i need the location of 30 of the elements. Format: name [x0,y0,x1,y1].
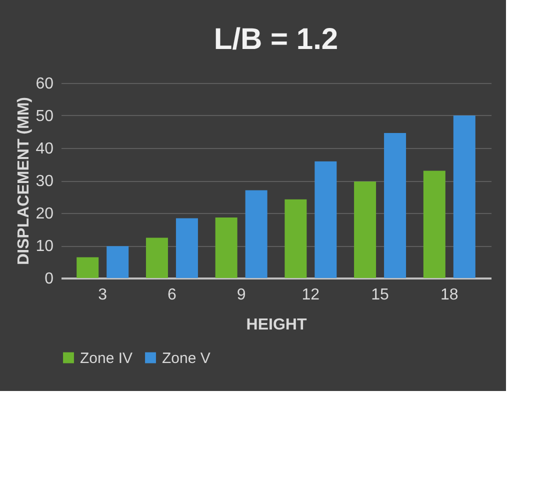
x-tick-label: 6 [168,286,177,304]
legend-label: Zone V [162,350,210,367]
bar [453,116,476,278]
bar [76,257,99,278]
x-axis-title: HEIGHT [246,316,307,334]
legend-label: Zone IV [80,350,133,367]
bar [314,161,337,278]
y-tick-label: 30 [36,173,54,190]
bar [215,218,238,278]
chart-title: L/B = 1.2 [214,23,338,56]
bar [146,238,168,278]
x-tick-label: 3 [98,286,108,304]
x-tick-label: 12 [302,286,320,304]
x-tick-label: 9 [236,286,246,304]
x-tick-label: 18 [440,286,458,304]
y-tick-label: 10 [36,238,54,255]
y-axis-title: DISPLACEMENT (MM) [16,97,33,265]
bar [176,218,198,278]
bar [106,246,129,278]
bar [384,133,406,278]
bar [245,190,268,278]
y-tick-label: 60 [36,76,54,92]
y-tick-label: 50 [36,108,54,125]
bar [284,199,307,278]
bar [423,170,446,278]
x-tick-label: 15 [371,286,390,304]
y-tick-label: 20 [36,206,54,222]
bar [354,181,376,278]
y-tick-label: 0 [44,270,54,288]
y-tick-label: 40 [36,140,54,158]
